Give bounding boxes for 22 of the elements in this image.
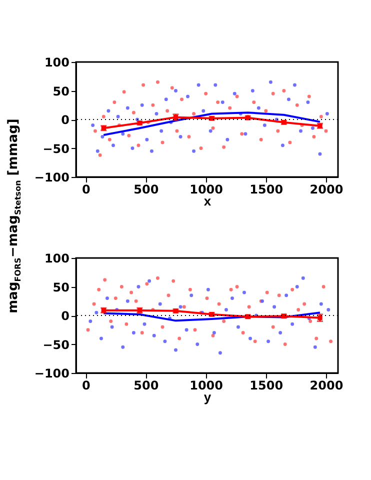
y-tick-label: 100 [44,56,70,70]
y-tick-label: 0 [61,113,70,127]
y-tick-label: 50 [52,84,70,98]
x-tick-label: 500 [134,182,159,196]
x-axis-title: x [204,194,212,208]
x-tick-label: 2000 [310,182,344,196]
x-tick-label: 1000 [190,182,223,196]
y-tick-label: 100 [44,252,70,266]
y-tick-label: 0 [61,309,70,323]
x-tick-label: 1500 [250,182,284,196]
x-tick-label: 500 [134,378,159,392]
x-tick-label: 2000 [310,378,344,392]
y-tick-label: −100 [34,170,70,184]
x-tick-label: 1000 [190,378,223,392]
x-tick-label: 0 [82,378,90,392]
y-tick-label: −100 [34,366,70,380]
x-tick-label: 0 [82,182,90,196]
y-tick-label: −50 [42,338,70,352]
x-tick-label: 1500 [250,378,284,392]
x-axis-title: y [204,390,212,404]
y-tick-label: 50 [52,280,70,294]
y-tick-label: −50 [42,142,70,156]
